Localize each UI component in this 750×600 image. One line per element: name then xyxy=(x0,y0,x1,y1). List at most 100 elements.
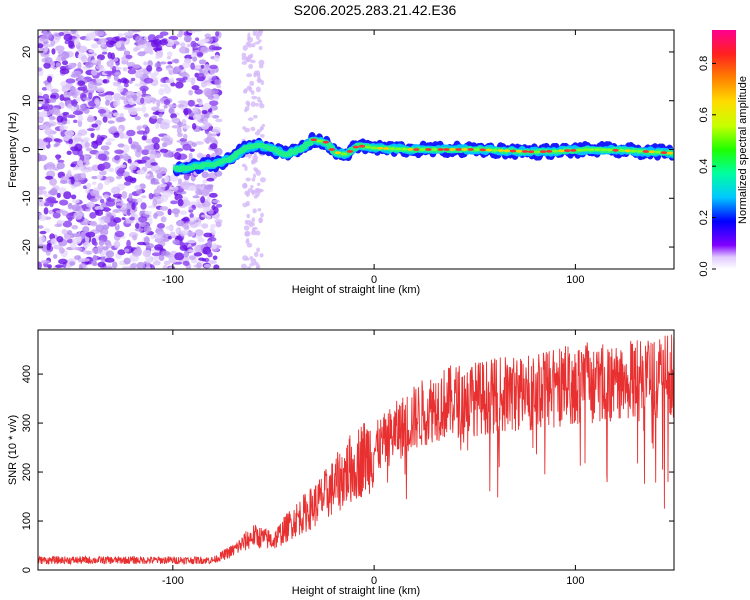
spectrogram-noise-cell xyxy=(176,126,182,135)
spectrogram-noise-cell xyxy=(242,182,248,189)
spectrogram-noise-cell xyxy=(183,133,188,140)
spectrogram-noise-cell xyxy=(155,66,163,72)
spectrogram-y-axis: 20 10 0 -10 -20 xyxy=(21,46,674,255)
spectrogram-noise-cell xyxy=(105,141,112,146)
spectrogram-noise-cell xyxy=(102,246,109,251)
spectrogram-noise-cell xyxy=(159,121,170,130)
spectrogram-noise-cell xyxy=(149,72,157,79)
spectrogram-noise-cell xyxy=(89,198,98,203)
spectrogram-noise-cell xyxy=(137,44,148,49)
spectrogram-noise-cell xyxy=(214,79,221,85)
spectrogram-noise-cell xyxy=(260,133,265,138)
spectrogram-noise-cell xyxy=(211,242,217,250)
spectrogram-noise-cell xyxy=(158,113,163,118)
spectrogram-noise-cell xyxy=(126,208,132,216)
spectrogram-noise-cell xyxy=(159,206,169,211)
spectrogram-noise-cell xyxy=(163,139,173,146)
spectrogram-noise-cell xyxy=(257,208,262,212)
spectrogram-x-tick-label: -100 xyxy=(162,274,184,286)
spectrogram-noise-cell xyxy=(183,35,192,43)
spectrogram-noise-cell xyxy=(197,154,207,158)
spectrogram-signal-peak xyxy=(358,144,366,148)
spectrogram-noise-cell xyxy=(88,92,93,99)
spectrogram-noise-cell xyxy=(107,51,113,59)
spectrogram-noise-cell xyxy=(261,123,266,128)
spectrogram-noise-cell xyxy=(61,56,66,62)
spectrogram-noise-cell xyxy=(203,69,209,75)
spectrogram-noise-cell xyxy=(203,232,213,238)
spectrogram-noise-cell xyxy=(112,112,121,117)
spectrogram-signal-peak xyxy=(618,149,625,152)
spectrogram-noise-cell xyxy=(121,266,132,269)
spectrogram-noise-cell xyxy=(171,208,180,215)
spectrogram-noise-cell xyxy=(186,230,195,237)
spectrogram-noise-cell xyxy=(141,135,147,141)
spectrogram-noise-cell xyxy=(38,91,43,97)
spectrogram-noise-cell xyxy=(125,54,133,59)
spectrogram-noise-cell xyxy=(212,114,220,119)
spectrogram-noise-cell xyxy=(215,31,220,37)
spectrogram-noise-cell xyxy=(63,191,72,200)
spectrogram-noise-cell xyxy=(55,62,61,68)
spectrogram-noise-cell xyxy=(95,209,104,216)
spectrogram-noise-cell xyxy=(149,264,155,269)
spectrogram-noise-cell xyxy=(114,154,120,161)
spectrogram-noise-cell xyxy=(123,50,131,56)
spectrogram-noise-cell xyxy=(148,192,154,200)
spectrogram-noise-cell xyxy=(85,32,95,40)
spectrogram-noise-cell xyxy=(163,238,170,242)
spectrogram-noise-cell xyxy=(99,198,105,204)
spectrogram-noise-cell xyxy=(113,209,120,213)
spectrogram-noise-cell xyxy=(43,31,53,40)
spectrogram-y-tick-label: 0 xyxy=(21,146,33,152)
spectrogram-signal-peak xyxy=(443,148,450,151)
spectrogram-signal-peak xyxy=(546,149,553,153)
spectrogram-noise-cell xyxy=(89,189,100,197)
spectrogram-noise-cell xyxy=(132,94,138,101)
spectrogram-noise-cell xyxy=(108,127,118,133)
spectrogram-noise-cell xyxy=(240,263,247,269)
spectrogram-noise-cell xyxy=(188,208,194,213)
spectrogram-noise-cell xyxy=(251,158,257,165)
spectrogram-noise-cell xyxy=(167,236,172,240)
spectrogram-signal-peak xyxy=(352,145,360,149)
spectrogram-noise-cell xyxy=(78,264,83,269)
spectrogram-noise-cell xyxy=(116,116,126,122)
spectrogram-noise-cell xyxy=(126,91,135,96)
spectrogram-noise-cell xyxy=(59,180,68,184)
spectrogram-noise-cell xyxy=(167,208,172,216)
spectrogram-noise-cell xyxy=(56,220,65,224)
spectrogram-noise-cell xyxy=(196,98,202,103)
spectrogram-noise-cell xyxy=(174,252,185,261)
spectrogram-noise-cell xyxy=(143,236,150,244)
spectrogram-noise-cell xyxy=(72,233,81,238)
spectrogram-noise-cell xyxy=(46,84,53,91)
spectrogram-noise-cell xyxy=(91,247,102,254)
spectrogram-noise-cell xyxy=(209,64,218,70)
spectrogram-noise-cell xyxy=(215,203,223,208)
spectrogram-noise-cell xyxy=(90,260,97,266)
spectrogram-noise-cell xyxy=(147,60,153,67)
spectrogram-noise-cell xyxy=(82,137,90,142)
spectrogram-noise-cell xyxy=(113,93,122,101)
spectrogram-noise-cell xyxy=(45,162,56,170)
spectrogram-noise-cell xyxy=(80,231,87,239)
spectrogram-noise-cell xyxy=(169,231,176,238)
spectrogram-noise-cell xyxy=(43,207,49,215)
spectrogram-noise-cell xyxy=(39,230,47,235)
spectrogram-noise-cell xyxy=(246,266,252,269)
spectrogram-noise-cell xyxy=(253,251,259,257)
spectrogram-noise-cell xyxy=(252,208,257,214)
spectrogram-noise-cell xyxy=(158,167,168,175)
spectrogram-noise-cell xyxy=(132,234,138,241)
spectrogram-signal-peak xyxy=(461,148,468,151)
spectrogram-noise-cell xyxy=(56,162,65,170)
spectrogram-noise-cell xyxy=(256,247,261,253)
spectrogram-noise-cell xyxy=(204,184,213,190)
spectrogram-noise-cell xyxy=(84,141,91,148)
spectrogram-noise-cell xyxy=(248,221,254,228)
spectrogram-noise-cell xyxy=(103,206,110,213)
spectrogram-x-axis: -100 0 100 xyxy=(162,30,585,286)
spectrogram-noise-cell xyxy=(91,175,98,180)
spectrogram-noise-cell xyxy=(247,43,253,48)
